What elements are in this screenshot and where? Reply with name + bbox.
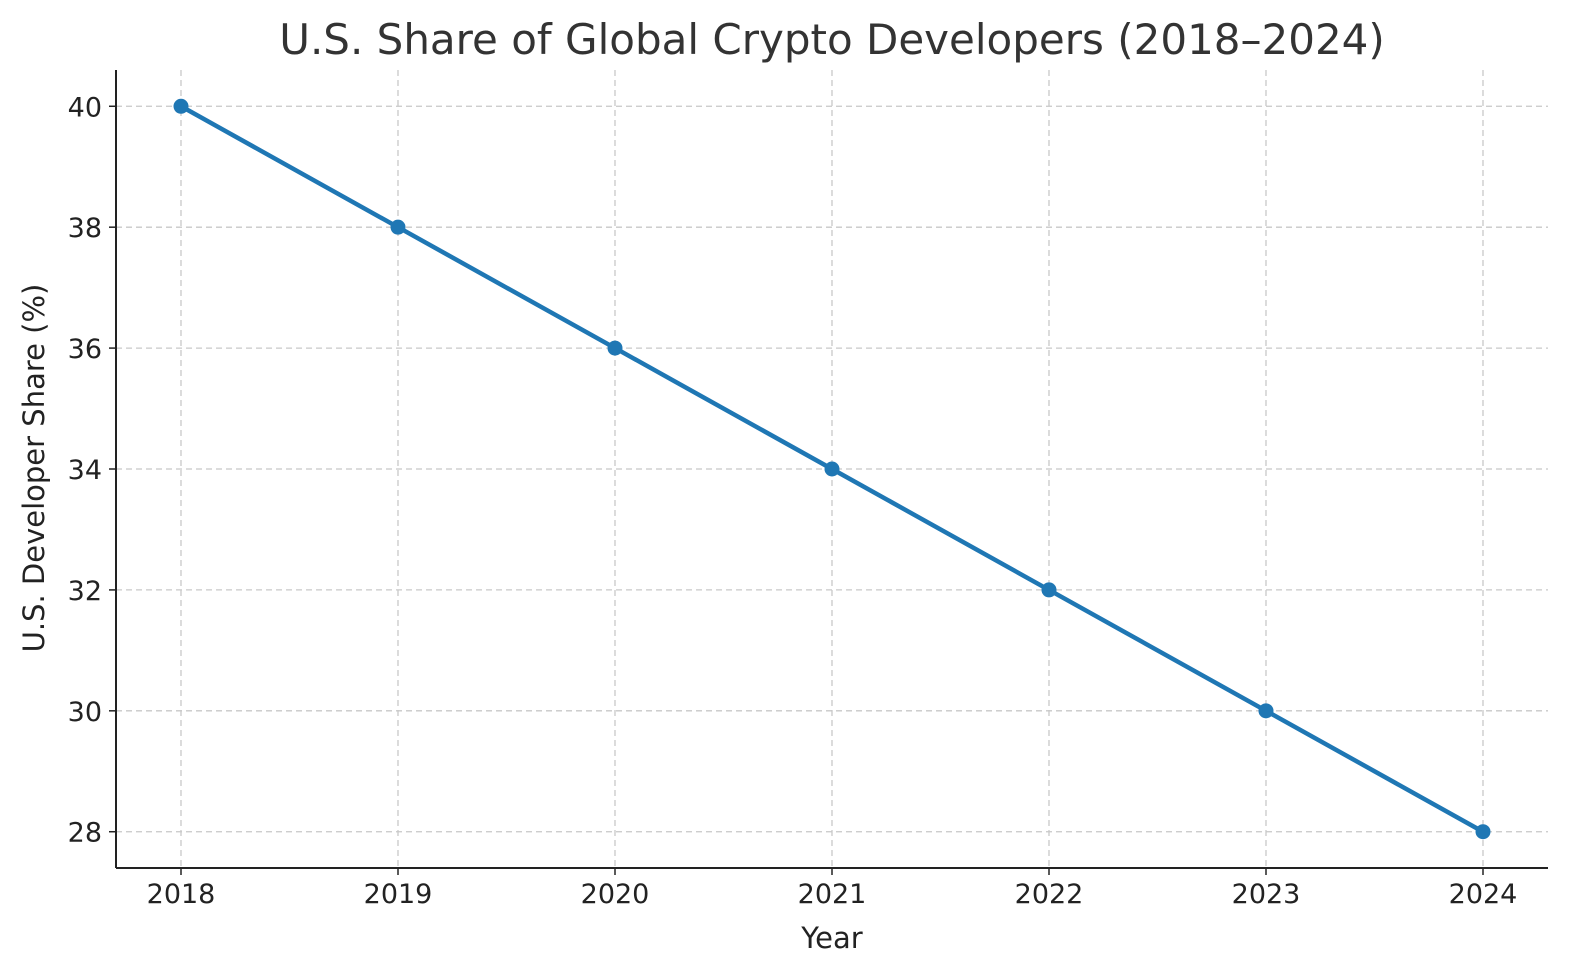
x-tick-label: 2024 — [1449, 879, 1518, 910]
grid-layer — [116, 70, 1548, 868]
data-point — [607, 340, 623, 356]
x-tick-label: 2019 — [364, 879, 433, 910]
x-tick-label: 2018 — [147, 879, 216, 910]
y-tick-label: 28 — [68, 818, 102, 849]
x-axis-label: Year — [800, 921, 862, 955]
x-tick-label: 2022 — [1015, 879, 1084, 910]
data-point — [1041, 582, 1057, 598]
x-tick-label: 2020 — [581, 879, 650, 910]
y-tick-label: 40 — [68, 92, 102, 123]
y-tick-label: 38 — [68, 213, 102, 244]
y-tick-label: 34 — [68, 455, 102, 486]
data-point — [1475, 824, 1491, 840]
data-point — [1258, 703, 1274, 719]
y-tick-label: 36 — [68, 334, 102, 365]
data-point — [824, 461, 840, 477]
x-tick-label: 2023 — [1232, 879, 1301, 910]
ticks-layer: 2018 2019 2020 2021 2022 2023 2024 28 30 32 34 36 38… — [68, 92, 1518, 910]
chart-title: U.S. Share of Global Crypto Developers (… — [279, 15, 1385, 64]
series-layer — [173, 98, 1491, 840]
data-point — [390, 219, 406, 235]
y-axis-label: U.S. Developer Share (%) — [17, 284, 51, 653]
y-tick-label: 30 — [68, 697, 102, 728]
x-tick-label: 2021 — [798, 879, 867, 910]
data-point — [173, 98, 189, 114]
y-tick-label: 32 — [68, 576, 102, 607]
